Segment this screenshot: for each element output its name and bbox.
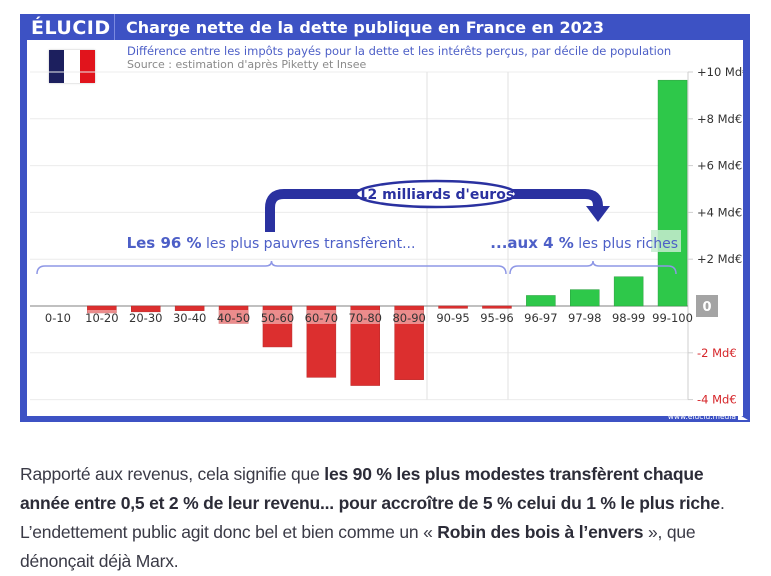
bar-20-30 <box>131 305 161 313</box>
annotation-left: Les 96 % les plus pauvres transfèrent... <box>127 234 416 252</box>
bar-60-70 <box>306 305 337 378</box>
bar-30-40 <box>174 305 205 311</box>
annotation-left-bold: Les 96 % <box>127 234 202 252</box>
chart-source: Source : estimation d'après Piketty et I… <box>127 58 367 71</box>
x-tick-label: 20-30 <box>129 311 162 325</box>
x-tick-label: 99-100 <box>652 311 693 325</box>
footer-flag-icon <box>738 414 748 420</box>
chart-panel: Différence entre les impôts payés pour l… <box>27 40 743 416</box>
bar-97-98 <box>570 289 600 307</box>
paragraph-bold-2: Robin des bois à l’envers <box>437 521 644 542</box>
flag-stripe-blue <box>49 50 65 83</box>
bar-label-backdrop <box>306 310 336 324</box>
y-tick-label: -2 Md€ <box>697 346 737 360</box>
chart-figure: ÉLUCID Charge nette de la dette publique… <box>20 14 750 422</box>
y-tick-label: +2 Md€ <box>697 252 742 266</box>
chart-header: ÉLUCID Charge nette de la dette publique… <box>20 14 750 40</box>
bar-99-100 <box>657 79 688 307</box>
x-tick-label: 50-60 <box>261 311 294 325</box>
y-tick-label: +10 Md€ <box>697 65 743 79</box>
annotation-right-rest: les plus riches <box>574 236 678 252</box>
bar-chart: 0-10 10-20 20-30 30-40 40-50 50-60 60-70 70-80 8… <box>30 65 743 407</box>
elucid-logo: ÉLUCID <box>31 17 111 39</box>
y-tick-label: +4 Md€ <box>697 205 742 219</box>
bar-80-90 <box>394 305 424 380</box>
x-tick-label: 60-70 <box>305 311 338 325</box>
x-tick-label: 97-98 <box>568 311 601 325</box>
bar-95-96 <box>482 305 512 309</box>
zero-label-box <box>696 295 718 317</box>
chart-subtitle: Différence entre les impôts payés pour l… <box>127 44 672 58</box>
article-paragraph: Rapporté aux revenus, cela signifie que … <box>20 460 755 576</box>
y-tick-label: +8 Md€ <box>697 112 742 126</box>
arrow-head-icon <box>586 206 610 222</box>
bar-90-95 <box>438 305 468 309</box>
bar-98-99 <box>613 276 644 307</box>
x-tick-label: 96-97 <box>524 311 557 325</box>
paragraph-text-1: Rapporté aux revenus, cela signifie que <box>20 463 325 484</box>
paragraph-bold-1: les 90 % les plus modestes transfèrent c… <box>20 463 720 513</box>
x-tick-label: 30-40 <box>173 311 206 325</box>
bar-label-backdrop <box>350 310 380 324</box>
bar-10-20 <box>87 305 117 314</box>
annotation-right: ...aux 4 % les plus riches <box>490 234 678 252</box>
header-divider <box>114 14 115 40</box>
x-tick-label: 98-99 <box>612 311 645 325</box>
bar-label-backdrop <box>394 310 424 324</box>
x-tick-label: 80-90 <box>392 311 425 325</box>
x-tick-label: 10-20 <box>85 311 118 325</box>
chart-title: Charge nette de la dette publique en Fra… <box>126 18 604 37</box>
x-tick-label: 40-50 <box>217 311 250 325</box>
bar-label-backdrop <box>87 310 117 324</box>
bar-label-backdrop <box>219 310 249 324</box>
footer-url: www.elucid.media <box>667 412 736 421</box>
flag-stripe-red <box>79 50 95 83</box>
brace-right <box>509 260 677 275</box>
y-tick-label: -4 Md€ <box>697 393 737 407</box>
bar-96-97 <box>526 295 556 307</box>
annotation-highlight <box>651 230 681 252</box>
bar-label-backdrop <box>262 310 292 324</box>
x-tick-label: 95-96 <box>480 311 513 325</box>
france-flag-icon <box>49 50 95 83</box>
bar-50-60 <box>262 305 293 348</box>
bar-40-50 <box>218 305 249 324</box>
annotation-right-bold: ...aux 4 % <box>490 234 573 252</box>
x-tick-label: 0-10 <box>45 311 71 325</box>
amount-ellipse <box>354 179 518 209</box>
transfer-amount-label: 12 milliards d'euros <box>358 187 514 203</box>
x-tick-label: 90-95 <box>436 311 469 325</box>
flag-stripe-white <box>64 50 80 83</box>
bar-70-80 <box>350 305 380 386</box>
annotation-left-rest: les plus pauvres transfèrent... <box>202 236 416 252</box>
y-tick-label: 0 <box>702 300 711 315</box>
brace-left <box>36 260 507 275</box>
y-tick-label: +6 Md€ <box>697 159 742 173</box>
paragraph-text-2: . L’endettement public agit donc bel et … <box>20 492 725 542</box>
x-tick-label: 70-80 <box>349 311 382 325</box>
